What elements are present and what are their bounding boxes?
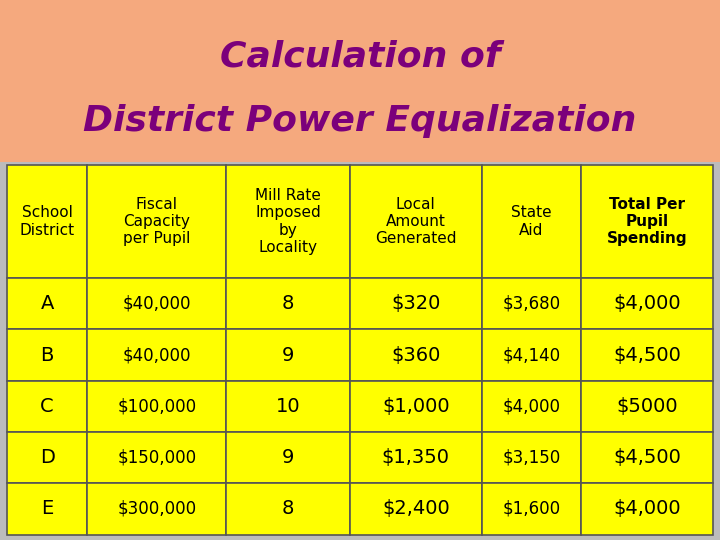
Bar: [0, 0, 720, 162]
Text: $3,680: $3,680: [503, 295, 560, 313]
Text: 10: 10: [276, 397, 300, 416]
Bar: [482, 278, 581, 329]
Text: 9: 9: [282, 448, 294, 467]
Bar: [7, 483, 87, 535]
Text: A: A: [40, 294, 54, 313]
Bar: [87, 329, 227, 381]
Text: B: B: [40, 346, 54, 365]
Text: 9: 9: [282, 346, 294, 365]
Text: Calculation of: Calculation of: [220, 40, 500, 73]
Text: Total Per
Pupil
Spending: Total Per Pupil Spending: [607, 197, 688, 246]
Text: $320: $320: [391, 294, 441, 313]
Text: $300,000: $300,000: [117, 500, 197, 518]
Bar: [350, 278, 482, 329]
Text: $2,400: $2,400: [382, 500, 450, 518]
Bar: [227, 278, 350, 329]
Bar: [7, 432, 87, 483]
Text: Mill Rate
Imposed
by
Locality: Mill Rate Imposed by Locality: [256, 188, 321, 255]
Bar: [482, 329, 581, 381]
Bar: [87, 432, 227, 483]
Text: 8: 8: [282, 500, 294, 518]
Text: $40,000: $40,000: [122, 295, 191, 313]
Bar: [581, 278, 713, 329]
Bar: [350, 432, 482, 483]
Text: Local
Amount
Generated: Local Amount Generated: [375, 197, 456, 246]
Bar: [87, 483, 227, 535]
Bar: [482, 381, 581, 432]
Text: $360: $360: [391, 346, 441, 365]
Bar: [581, 329, 713, 381]
Text: $150,000: $150,000: [117, 449, 197, 467]
Bar: [581, 432, 713, 483]
Bar: [7, 329, 87, 381]
Text: D: D: [40, 448, 55, 467]
Text: $4,500: $4,500: [613, 448, 681, 467]
Bar: [482, 432, 581, 483]
Text: $40,000: $40,000: [122, 346, 191, 364]
Text: $4,000: $4,000: [613, 500, 681, 518]
Text: 8: 8: [282, 294, 294, 313]
Bar: [581, 483, 713, 535]
Bar: [350, 165, 482, 278]
Bar: [227, 381, 350, 432]
Text: E: E: [41, 500, 53, 518]
Bar: [350, 381, 482, 432]
Bar: [87, 381, 227, 432]
Text: $4,000: $4,000: [503, 397, 560, 415]
Bar: [7, 165, 87, 278]
Bar: [7, 381, 87, 432]
Bar: [482, 165, 581, 278]
Bar: [227, 165, 350, 278]
Text: State
Aid: State Aid: [511, 205, 552, 238]
Text: School
District: School District: [19, 205, 75, 238]
Text: $5000: $5000: [616, 397, 678, 416]
Bar: [227, 483, 350, 535]
Bar: [7, 278, 87, 329]
Text: $1,000: $1,000: [382, 397, 449, 416]
Text: $4,140: $4,140: [503, 346, 560, 364]
Text: $3,150: $3,150: [503, 449, 561, 467]
Text: C: C: [40, 397, 54, 416]
Bar: [581, 165, 713, 278]
Text: $4,500: $4,500: [613, 346, 681, 365]
Text: $1,600: $1,600: [503, 500, 560, 518]
Text: $4,000: $4,000: [613, 294, 681, 313]
Bar: [87, 278, 227, 329]
Bar: [227, 432, 350, 483]
Bar: [227, 329, 350, 381]
Bar: [87, 165, 227, 278]
Text: Fiscal
Capacity
per Pupil: Fiscal Capacity per Pupil: [123, 197, 190, 246]
Text: District Power Equalization: District Power Equalization: [84, 105, 636, 138]
Bar: [350, 483, 482, 535]
Bar: [482, 483, 581, 535]
Bar: [350, 329, 482, 381]
Text: $1,350: $1,350: [382, 448, 450, 467]
Text: $100,000: $100,000: [117, 397, 197, 415]
Bar: [581, 381, 713, 432]
